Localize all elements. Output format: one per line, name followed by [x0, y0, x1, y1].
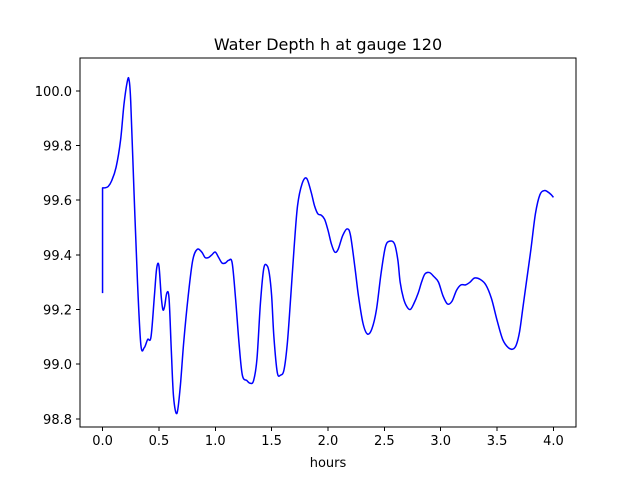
y-axis: 98.8 99.0 99.2 99.4 99.6 99.8 100.0	[35, 85, 80, 428]
x-tick-label: 0.5	[149, 434, 170, 449]
y-tick-label: 99.2	[43, 303, 72, 318]
y-tick-label: 99.8	[43, 139, 72, 154]
chart-title: Water Depth h at gauge 120	[214, 35, 442, 54]
y-tick-label: 98.8	[43, 413, 72, 428]
x-tick-label: 2.0	[318, 434, 339, 449]
series-line-water-depth	[101, 76, 555, 415]
x-tick-label: 4.0	[543, 434, 564, 449]
x-axis-label: hours	[310, 456, 347, 471]
plot-area	[79, 57, 577, 428]
x-tick-label: 0.0	[92, 434, 113, 449]
y-tick-label: 100.0	[35, 85, 72, 100]
plot-frame	[79, 57, 577, 428]
x-axis: 0.0 0.5 1.0 1.5 2.0 2.5 3.0 3.5 4.0	[92, 427, 564, 449]
y-tick-label: 99.4	[43, 249, 72, 264]
x-tick-label: 2.5	[374, 434, 395, 449]
x-tick-label: 3.0	[430, 434, 451, 449]
x-tick-label: 1.5	[261, 434, 282, 449]
x-tick-label: 3.5	[487, 434, 508, 449]
y-tick-label: 99.0	[43, 358, 72, 373]
y-tick-label: 99.6	[43, 194, 72, 209]
x-tick-label: 1.0	[205, 434, 226, 449]
